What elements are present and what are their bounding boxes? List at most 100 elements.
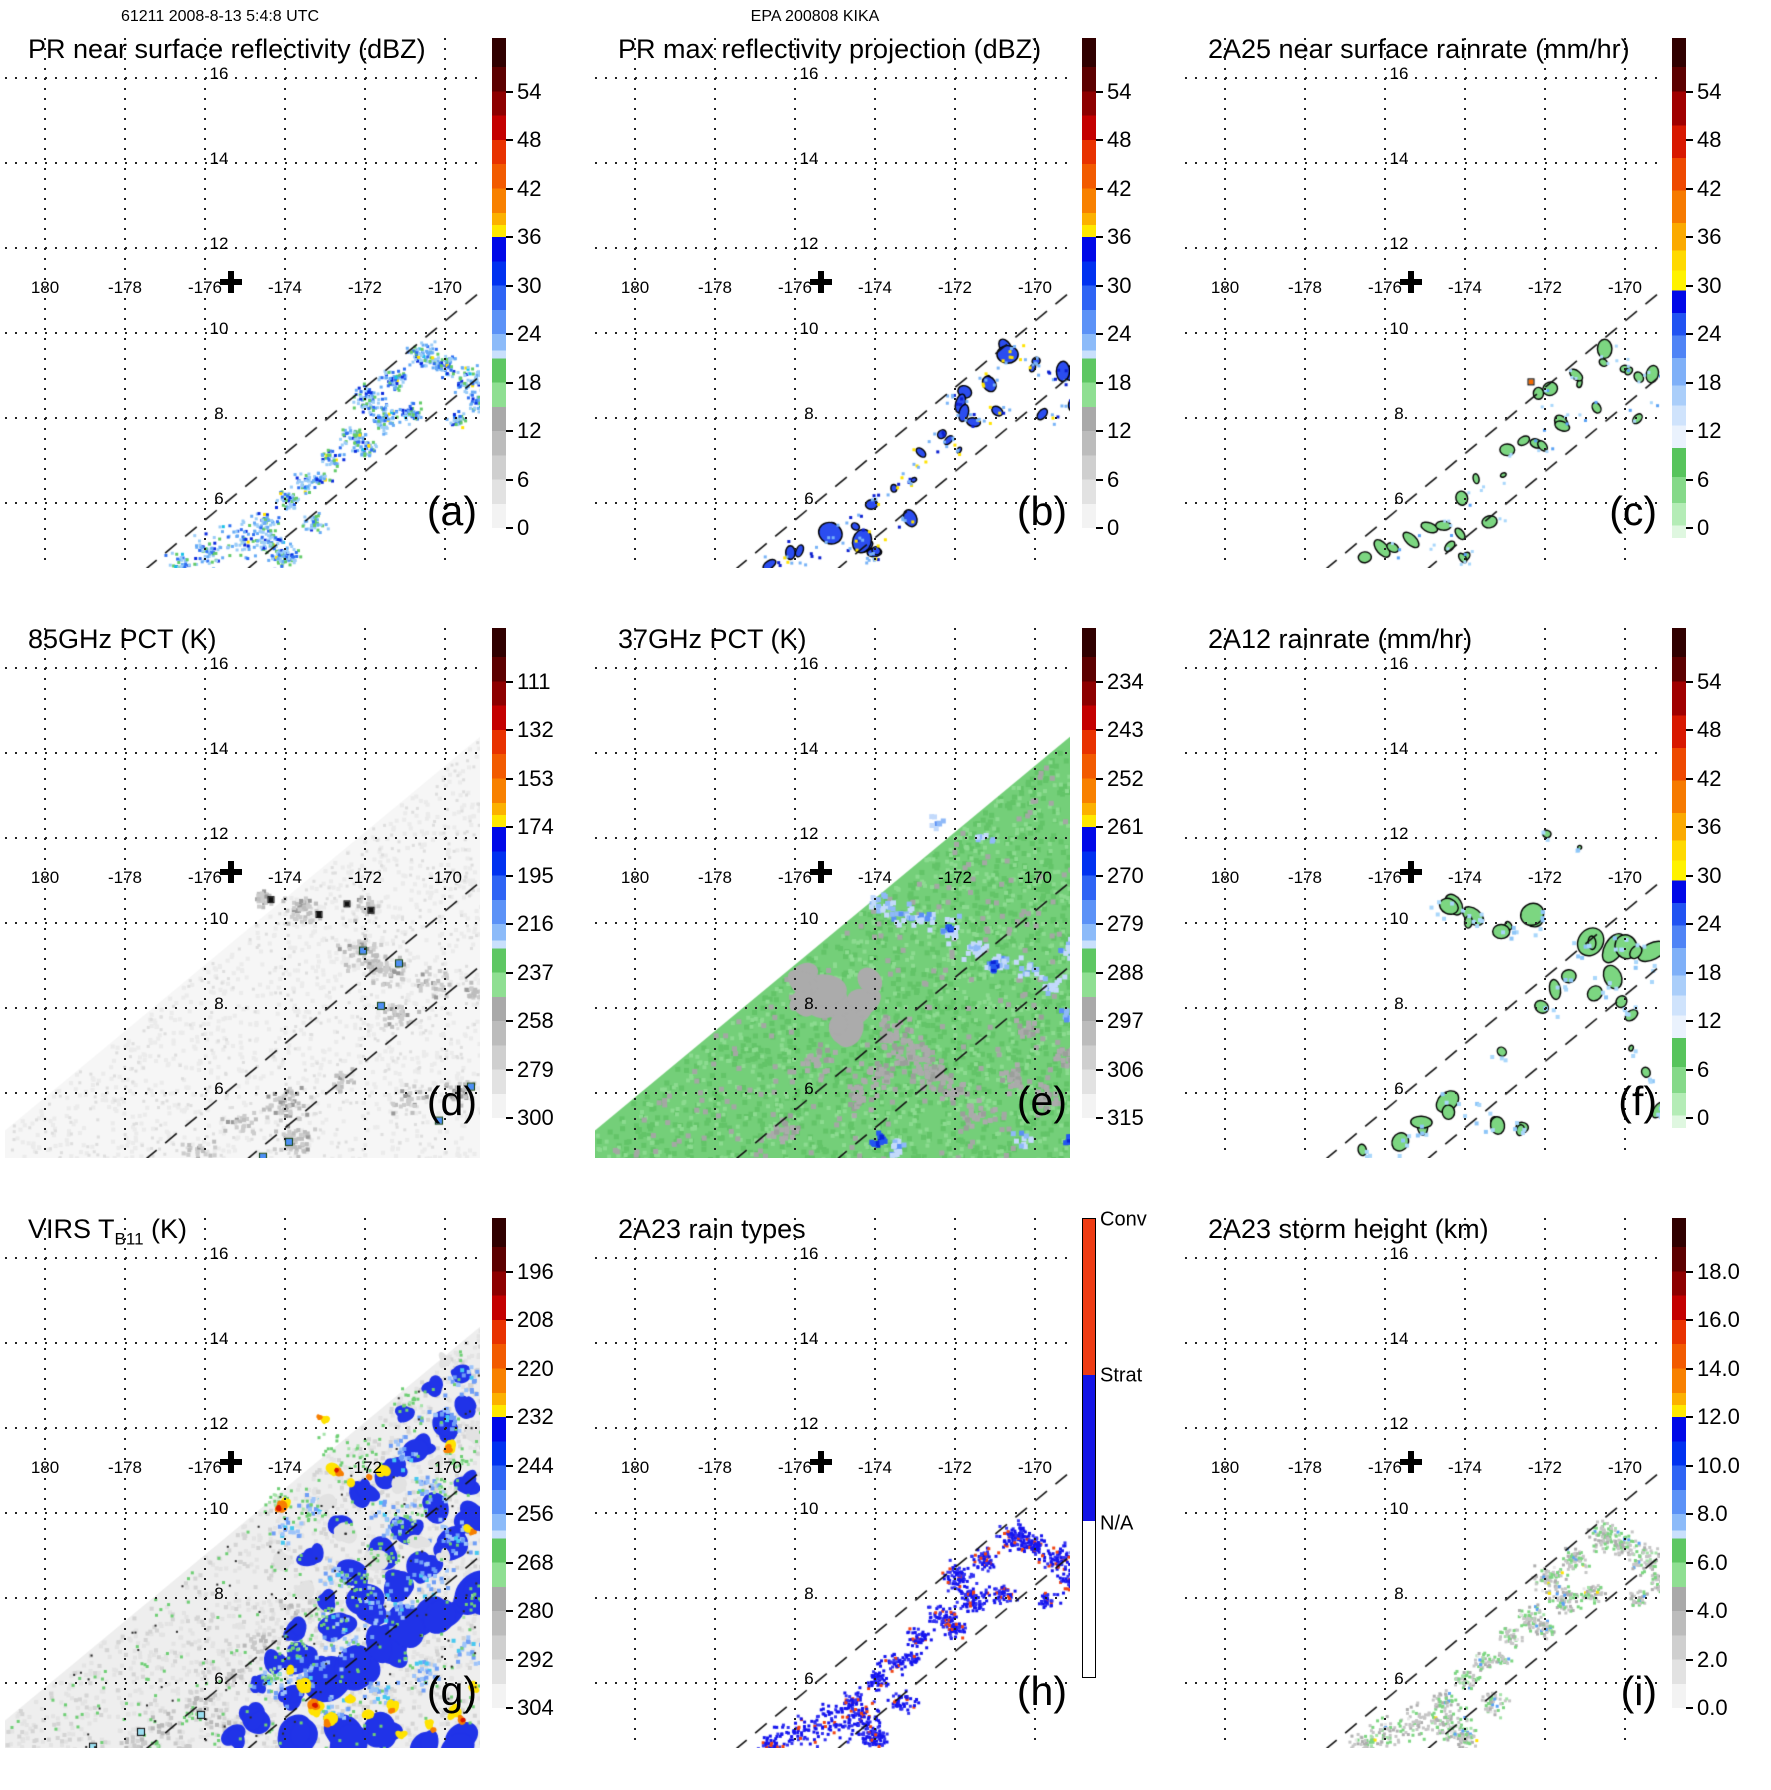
lon-label-180: 180	[1210, 1458, 1240, 1477]
gridline-lat-16	[1185, 77, 1660, 79]
panel-title: 2A12 rainrate (mm/hr)	[1208, 624, 1473, 654]
colorbar-tick-label-36: 36	[1107, 224, 1132, 250]
gridline-lat-6	[595, 1682, 1070, 1684]
lon-label--178: -178	[107, 278, 143, 297]
gridline-lon--178	[124, 1218, 126, 1748]
colorbar-tick-label-244: 244	[517, 1452, 554, 1478]
lon-label--170: -170	[1607, 1458, 1643, 1477]
colorbar-tickmark-16.0	[1686, 1319, 1693, 1322]
colorbar-tickmark-216	[506, 923, 513, 926]
lat-label-8: 8	[214, 1584, 224, 1603]
gridline-lon--178	[714, 628, 716, 1158]
lat-label-14: 14	[1389, 1329, 1409, 1348]
gridline-lon-180	[1224, 38, 1226, 568]
gridline-lon--178	[124, 628, 126, 1158]
colorbar	[492, 38, 506, 538]
colorbar-tickmark-18	[1686, 381, 1693, 384]
gridline-lon--172	[1544, 38, 1546, 568]
colorbar-tickmark-174	[506, 826, 513, 829]
lon-label-180: 180	[1210, 868, 1240, 887]
lon-label--172: -172	[1527, 278, 1563, 297]
gridline-lat-14	[1185, 752, 1660, 754]
gridline-lon--172	[954, 1218, 956, 1748]
colorbar-tickmark-42	[506, 187, 513, 190]
colorbar-tick-label-297: 297	[1107, 1008, 1144, 1034]
lat-label-6: 6	[804, 1669, 814, 1688]
gridline-lon--172	[954, 628, 956, 1158]
gridline-lon-180	[1224, 628, 1226, 1158]
gridline-lat-6	[595, 1092, 1070, 1094]
gridline-lon--174	[1464, 1218, 1466, 1748]
lon-label--170: -170	[427, 1458, 463, 1477]
colorbar-tickmark-14.0	[1686, 1367, 1693, 1370]
lat-label-14: 14	[209, 149, 229, 168]
colorbar	[492, 1218, 506, 1718]
panel-title: VIRS TB11 (K)	[28, 1214, 188, 1249]
colorbar-tickmark-258	[506, 1020, 513, 1023]
colorbar-tick-label-24: 24	[1697, 911, 1722, 937]
colorbar-tick-label-54: 54	[1697, 78, 1722, 104]
panel-g: VIRS TB11 (K) (g) 16 14 12 10 8 6 180 -178 -176 -…	[0, 1200, 590, 1790]
gridline-lat-6	[1185, 1682, 1660, 1684]
colorbar-tickmark-54	[506, 90, 513, 93]
gridline-lon--170	[1624, 38, 1626, 568]
colorbar	[1082, 38, 1096, 538]
colorbar-tick-label-24: 24	[517, 321, 542, 347]
lat-label-14: 14	[1389, 739, 1409, 758]
colorbar-tick-label-174: 174	[517, 814, 554, 840]
gridline-lon--176	[1384, 628, 1386, 1158]
colorbar-tick-label-111: 111	[517, 668, 551, 694]
colorbar-tickmark-54	[1686, 680, 1693, 683]
lat-label-14: 14	[799, 1329, 819, 1348]
colorbar-tick-label-48: 48	[1107, 127, 1132, 153]
lon-label--174: -174	[267, 868, 303, 887]
gridline-lat-8	[1185, 1007, 1660, 1009]
lat-label-12: 12	[799, 1414, 819, 1433]
colorbar-tickmark-256	[506, 1513, 513, 1516]
panel-title: 2A23 storm height (km)	[1208, 1214, 1489, 1244]
colorbar-tick-label-6: 6	[1107, 466, 1120, 492]
lon-label--174: -174	[267, 278, 303, 297]
lon-label--174: -174	[857, 1458, 893, 1477]
colorbar-tick-label-0.0: 0.0	[1697, 1695, 1728, 1721]
colorbar-tick-label-8.0: 8.0	[1697, 1501, 1728, 1527]
colorbar-tick-label-12: 12	[1697, 1008, 1722, 1034]
colorbar-tickmark-243	[1096, 729, 1103, 732]
lon-label--172: -172	[937, 868, 973, 887]
colorbar-tick-label-0: 0	[1697, 515, 1710, 541]
lon-label--178: -178	[1287, 278, 1323, 297]
map-area: (i) 16 14 12 10 8 6 180 -178 -176 -174 -172 -170	[1185, 1218, 1660, 1748]
lon-label--178: -178	[107, 868, 143, 887]
colorbar-tickmark-0	[1096, 527, 1103, 530]
colorbar-tick-label-12: 12	[1107, 418, 1132, 444]
colorbar-tickmark-54	[1686, 90, 1693, 93]
map-data-canvas	[5, 38, 480, 568]
lat-label-14: 14	[799, 149, 819, 168]
colorbar-tick-label-48: 48	[1697, 127, 1722, 153]
gridline-lat-12	[595, 247, 1070, 249]
lon-label--170: -170	[1017, 1458, 1053, 1477]
gridline-lat-8	[5, 1007, 480, 1009]
gridline-lat-8	[595, 1007, 1070, 1009]
lon-label--172: -172	[347, 278, 383, 297]
colorbar-tick-label-6: 6	[1697, 466, 1710, 492]
colorbar-tick-label-42: 42	[517, 175, 542, 201]
colorbar-tick-label-36: 36	[1697, 814, 1722, 840]
gridline-lon--178	[714, 38, 716, 568]
colorbar-tickmark-24	[1096, 333, 1103, 336]
map-area: (b) 16 14 12 10 8 6 180 -178 -176 -174 -172 -170	[595, 38, 1070, 568]
lon-label--176: -176	[1367, 868, 1403, 887]
storm-center-marker	[1400, 861, 1422, 883]
lat-label-16: 16	[799, 1244, 819, 1263]
gridline-lat-12	[5, 837, 480, 839]
lon-label--172: -172	[1527, 868, 1563, 887]
colorbar	[1082, 1218, 1096, 1678]
panel-letter: (b)	[1016, 488, 1067, 534]
panel-i: 2A23 storm height (km) (i) 16 14 12 10 8 6 180…	[1180, 1200, 1770, 1790]
colorbar-tickmark-304	[506, 1707, 513, 1710]
colorbar-tickmark-315	[1096, 1117, 1103, 1120]
colorbar-tickmark-12	[506, 430, 513, 433]
gridline-lon-180	[634, 628, 636, 1158]
colorbar-tick-label-10.0: 10.0	[1697, 1452, 1740, 1478]
colorbar-tick-label-288: 288	[1107, 959, 1144, 985]
